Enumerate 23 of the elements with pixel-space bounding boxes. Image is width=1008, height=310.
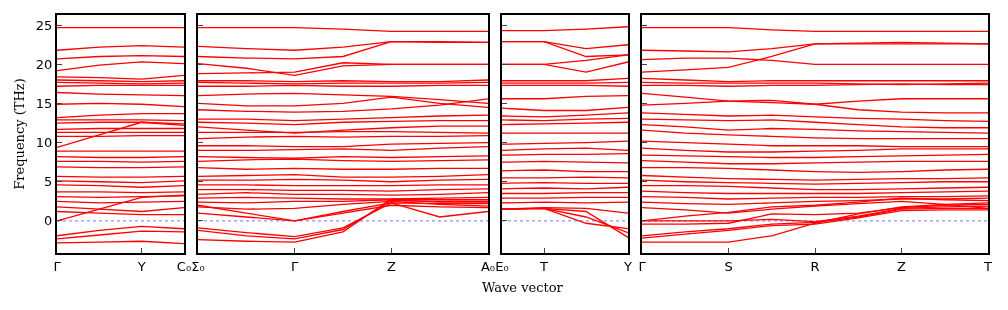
x-tick-label: E₀	[495, 258, 509, 274]
x-tick-label: C₀	[176, 258, 192, 274]
x-tick-label: Γ	[638, 258, 647, 274]
y-tick-label: 10	[35, 135, 53, 151]
y-tick-label: 0	[44, 213, 53, 229]
y-tick-label: 15	[35, 96, 53, 112]
y-tick-label: 5	[44, 174, 53, 190]
x-tick-label: Y	[136, 258, 146, 274]
x-tick-label: Z	[897, 258, 907, 274]
x-tick-label: Γ	[53, 258, 62, 274]
x-tick-label: R	[810, 258, 820, 274]
x-tick-label: Σ₀	[191, 258, 205, 274]
y-axis-title: Frequency (THz)	[12, 78, 28, 190]
x-tick-label: Z	[386, 258, 396, 274]
x-axis-title: Wave vector	[482, 280, 564, 295]
x-tick-label: Y	[623, 258, 633, 274]
x-tick-label: A₀	[480, 258, 496, 274]
x-tick-label: T	[539, 258, 549, 274]
y-tick-label: 20	[35, 56, 53, 72]
x-tick-label: S	[724, 258, 733, 274]
y-tick-label: 25	[35, 17, 53, 33]
x-tick-label: T	[983, 258, 993, 274]
x-tick-label: Γ	[291, 258, 300, 274]
